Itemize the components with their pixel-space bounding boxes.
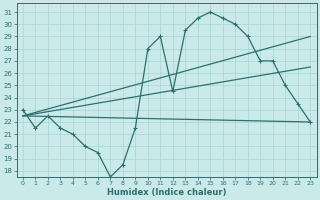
X-axis label: Humidex (Indice chaleur): Humidex (Indice chaleur) bbox=[107, 188, 226, 197]
